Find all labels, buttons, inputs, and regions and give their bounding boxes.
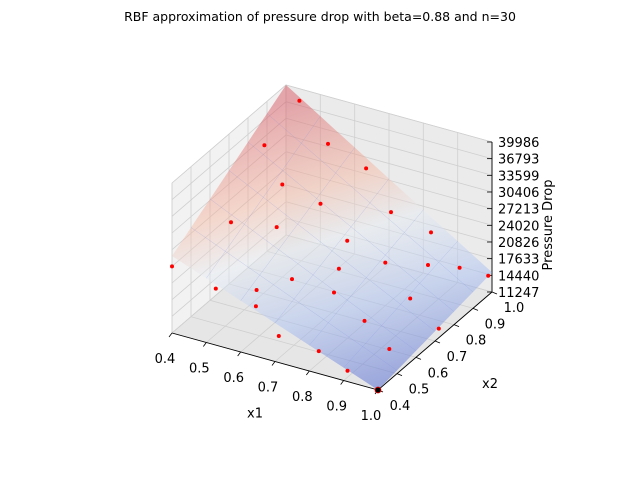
z-tick-label: 14440 bbox=[498, 269, 539, 284]
surface-wire bbox=[266, 113, 474, 293]
y-tick bbox=[453, 324, 460, 328]
surface-wire bbox=[343, 241, 458, 368]
sample-point bbox=[290, 277, 294, 282]
x-tick-label: 0.6 bbox=[223, 371, 244, 386]
x-tick-label: 0.8 bbox=[292, 390, 313, 405]
y-tick-label: 0.9 bbox=[485, 317, 506, 332]
z-tick-label: 39986 bbox=[498, 136, 539, 151]
sample-point bbox=[280, 182, 285, 187]
x-axis-label: x1 bbox=[247, 407, 263, 422]
sample-point bbox=[364, 166, 369, 171]
x-tick-label: 1.0 bbox=[361, 409, 382, 424]
x-tick bbox=[306, 370, 310, 376]
sample-point bbox=[254, 288, 259, 292]
x-tick-label: 0.4 bbox=[155, 352, 176, 367]
sample-point bbox=[336, 266, 341, 271]
z-tick-label: 27213 bbox=[498, 203, 539, 218]
z-tick-label: 11247 bbox=[498, 286, 539, 301]
x-tick-label: 0.9 bbox=[326, 400, 347, 415]
x-tick bbox=[237, 351, 241, 357]
y-tick-label: 0.7 bbox=[447, 350, 468, 365]
y-tick-label: 1.0 bbox=[504, 301, 525, 316]
surface-wire bbox=[190, 227, 398, 371]
y-tick bbox=[415, 356, 422, 360]
sample-point bbox=[318, 201, 323, 206]
surface-wire bbox=[209, 198, 417, 351]
sample-point bbox=[276, 334, 281, 338]
y-tick bbox=[491, 291, 498, 295]
sample-point bbox=[383, 260, 388, 265]
sample-point bbox=[274, 225, 279, 230]
sample-point bbox=[429, 230, 433, 235]
surface-wire bbox=[228, 170, 436, 332]
sample-point bbox=[262, 143, 267, 148]
y-tick-label: 0.6 bbox=[428, 366, 449, 381]
y-tick bbox=[472, 307, 479, 311]
sample-point bbox=[316, 349, 321, 354]
z-tick-label: 33599 bbox=[498, 169, 539, 184]
sample-point bbox=[229, 220, 233, 225]
y-tick-label: 0.5 bbox=[409, 383, 430, 398]
sample-point bbox=[486, 273, 491, 278]
sample-point bbox=[345, 368, 350, 373]
sample-point bbox=[408, 296, 413, 301]
x-tick bbox=[340, 380, 344, 385]
sample-point bbox=[345, 238, 350, 243]
x-tick bbox=[168, 332, 173, 338]
x-tick-label: 0.5 bbox=[189, 362, 210, 377]
x-tick bbox=[271, 361, 276, 366]
sample-point bbox=[326, 141, 330, 146]
sample-point bbox=[426, 263, 430, 267]
sample-point bbox=[436, 326, 441, 331]
sample-point bbox=[297, 98, 302, 103]
z-tick-label: 30406 bbox=[498, 186, 539, 201]
z-tick-label: 36793 bbox=[498, 153, 539, 168]
z-tick-label: 24020 bbox=[498, 219, 539, 234]
surface-wire bbox=[247, 141, 455, 312]
y-tick bbox=[396, 373, 403, 377]
x-tick bbox=[203, 342, 207, 347]
z-axis-label: Pressure Drop bbox=[541, 180, 556, 271]
sample-point bbox=[213, 286, 218, 291]
surface-wire bbox=[274, 178, 390, 324]
sample-point bbox=[170, 264, 174, 269]
sample-point bbox=[457, 265, 462, 270]
sample-point bbox=[253, 304, 258, 309]
surface-wire bbox=[240, 147, 355, 301]
sample-point bbox=[362, 318, 367, 323]
y-tick-label: 0.4 bbox=[390, 399, 411, 414]
surface-wire bbox=[309, 209, 424, 346]
x-tick-label: 0.7 bbox=[258, 381, 279, 396]
highlight-point bbox=[374, 386, 382, 394]
y-tick-label: 0.8 bbox=[466, 334, 487, 349]
y-axis-label: x2 bbox=[482, 377, 498, 392]
sample-point bbox=[389, 210, 393, 215]
y-tick bbox=[434, 340, 441, 344]
z-tick-label: 17633 bbox=[498, 253, 539, 268]
sample-point bbox=[387, 347, 392, 351]
chart-title: RBF approximation of pressure drop with … bbox=[124, 9, 516, 24]
surface-wire bbox=[206, 116, 321, 279]
sample-point bbox=[332, 290, 336, 295]
rbf-surface bbox=[172, 85, 492, 390]
z-tick-label: 20826 bbox=[498, 236, 539, 251]
